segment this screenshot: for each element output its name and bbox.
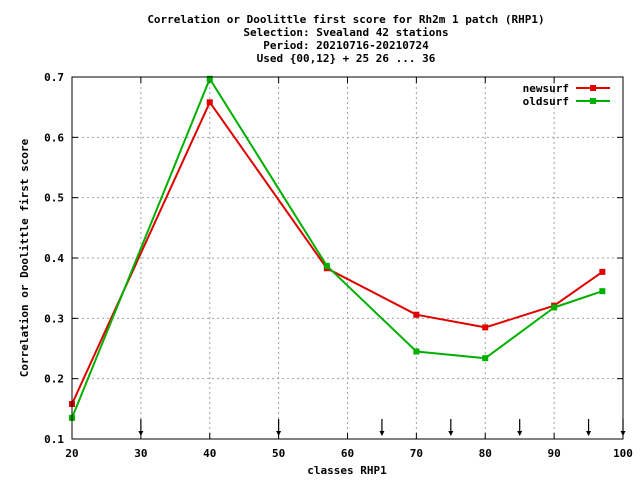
x-tick-label: 70 [410,447,423,460]
y-tick-label: 0.4 [44,252,64,265]
title-line-3: Period: 20210716-20210724 [263,39,429,52]
x-tick-label: 20 [65,447,78,460]
series-line [71,101,603,405]
y-axis-ticks: 0.1 0.2 0.3 0.4 0.5 0.6 0.7 [44,71,623,446]
x-tick-label: 100 [613,447,633,460]
x-tick-label: 30 [134,447,147,460]
legend-entry-oldsurf: oldsurf [523,95,610,108]
legend-label: newsurf [523,82,569,95]
x-tick-label: 40 [203,447,216,460]
data-point [206,99,213,106]
y-tick-label: 0.7 [44,71,64,84]
series-group [69,75,606,421]
grid [72,77,623,439]
arrow-markers [138,419,626,436]
data-point [413,311,420,318]
legend-marker [590,85,596,91]
chart-title: Correlation or Doolittle first score for… [147,13,544,65]
y-tick-label: 0.3 [44,312,64,325]
legend-label: oldsurf [523,95,569,108]
arrow-marker [448,419,454,436]
x-tick-label: 60 [341,447,354,460]
x-tick-label: 90 [548,447,561,460]
plot-frame [71,76,624,440]
series-oldsurf [69,75,606,421]
title-line-1: Correlation or Doolittle first score for… [147,13,544,26]
x-axis-ticks: 20 30 40 50 60 70 80 90 100 [65,77,633,460]
arrow-marker [276,419,282,436]
data-point [599,268,606,275]
title-line-4: Used {00,12} + 25 26 ... 36 [257,52,436,65]
y-axis-label: Correlation or Doolittle first score [18,138,31,377]
arrow-marker [586,419,592,436]
data-point [599,288,606,295]
data-point [482,324,489,331]
data-point [206,75,213,82]
x-tick-label: 50 [272,447,285,460]
y-tick-label: 0.5 [44,192,64,205]
x-tick-label: 80 [479,447,492,460]
series-line [71,77,603,419]
data-point [551,304,558,311]
x-axis-label: classes RHP1 [307,464,387,477]
y-tick-label: 0.2 [44,373,64,386]
series-newsurf [69,99,606,408]
arrow-marker [517,419,523,436]
arrow-marker [379,419,385,436]
data-point [323,262,330,269]
y-tick-label: 0.1 [44,433,64,446]
data-point [482,355,489,362]
title-line-2: Selection: Svealand 42 stations [243,26,448,39]
legend-marker [590,98,596,104]
legend-entry-newsurf: newsurf [523,82,610,95]
arrow-marker [138,419,144,436]
y-tick-label: 0.6 [44,131,64,144]
data-point [413,348,420,355]
